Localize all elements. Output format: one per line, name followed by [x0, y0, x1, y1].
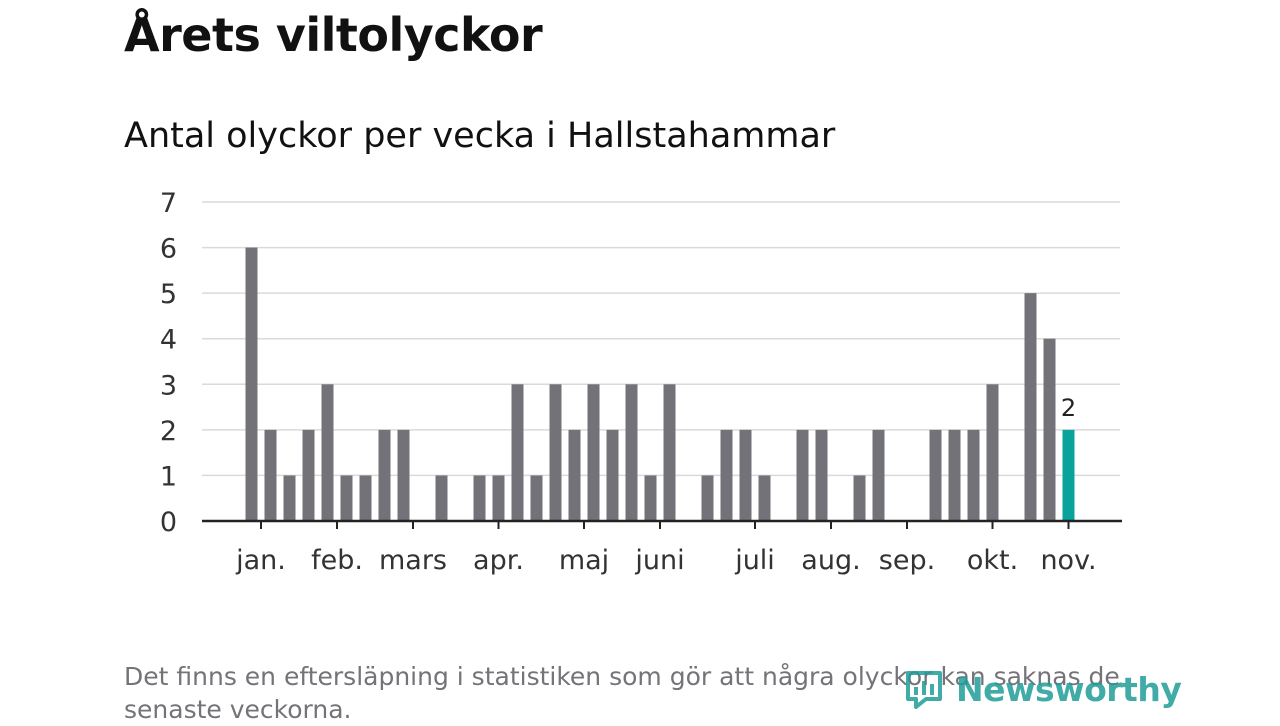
- bar: [359, 475, 372, 521]
- bar: [340, 475, 353, 521]
- bar-highlight: [1062, 429, 1075, 521]
- bar: [720, 429, 733, 521]
- bar: [872, 429, 885, 521]
- bar: [967, 429, 980, 521]
- bar: [701, 475, 714, 521]
- bar: [1043, 338, 1056, 521]
- bar: [568, 429, 581, 521]
- page-title: Årets viltolyckor: [124, 8, 543, 62]
- bar: [948, 429, 961, 521]
- x-tick-label: okt.: [967, 545, 1018, 576]
- bar: [815, 429, 828, 521]
- bar: [530, 475, 543, 521]
- x-tick-label: jan.: [235, 545, 286, 576]
- bar: [492, 475, 505, 521]
- y-tick-label: 4: [160, 325, 177, 356]
- bar: [986, 384, 999, 521]
- bar: [264, 429, 277, 521]
- bar: [663, 384, 676, 521]
- x-tick-label: maj: [559, 545, 609, 576]
- bar: [302, 429, 315, 521]
- x-tick-label: juni: [634, 545, 684, 576]
- y-tick-label: 7: [160, 188, 177, 219]
- x-tick-label: nov.: [1040, 545, 1096, 576]
- y-tick-label: 2: [160, 416, 177, 447]
- brand-name: Newsworthy: [956, 669, 1182, 709]
- bar: [853, 475, 866, 521]
- bar: [1024, 293, 1037, 521]
- bar: [587, 384, 600, 521]
- x-tick-label: aug.: [801, 545, 860, 576]
- bar: [739, 429, 752, 521]
- bar: [644, 475, 657, 521]
- bar: [549, 384, 562, 521]
- bar: [283, 475, 296, 521]
- bar: [511, 384, 524, 521]
- brand-logo: Newsworthy: [902, 667, 1182, 711]
- bar: [321, 384, 334, 521]
- bar: [473, 475, 486, 521]
- footnote: Det finns en eftersläpning i statistiken…: [124, 662, 1120, 724]
- bar: [758, 475, 771, 521]
- bar: [606, 429, 619, 521]
- x-tick-label: apr.: [473, 545, 524, 576]
- bar: [435, 475, 448, 521]
- highlight-data-label: 2: [1061, 394, 1076, 422]
- bar: [245, 247, 258, 522]
- newsworthy-logo-icon: [906, 671, 942, 709]
- x-tick-label: feb.: [311, 545, 363, 576]
- chart-subtitle: Antal olyckor per vecka i Hallstahammar: [124, 116, 836, 156]
- bar: [929, 429, 942, 521]
- x-tick-label: juli: [734, 545, 775, 576]
- bar: [625, 384, 638, 521]
- x-tick-label: sep.: [879, 545, 935, 576]
- x-tick-label: mars: [379, 545, 447, 576]
- y-tick-label: 5: [160, 279, 177, 310]
- y-tick-label: 1: [160, 461, 177, 492]
- y-tick-label: 6: [160, 234, 177, 265]
- bar: [796, 429, 809, 521]
- y-tick-label: 3: [160, 370, 177, 401]
- y-tick-label: 0: [160, 507, 177, 538]
- bar: [378, 429, 391, 521]
- bar: [397, 429, 410, 521]
